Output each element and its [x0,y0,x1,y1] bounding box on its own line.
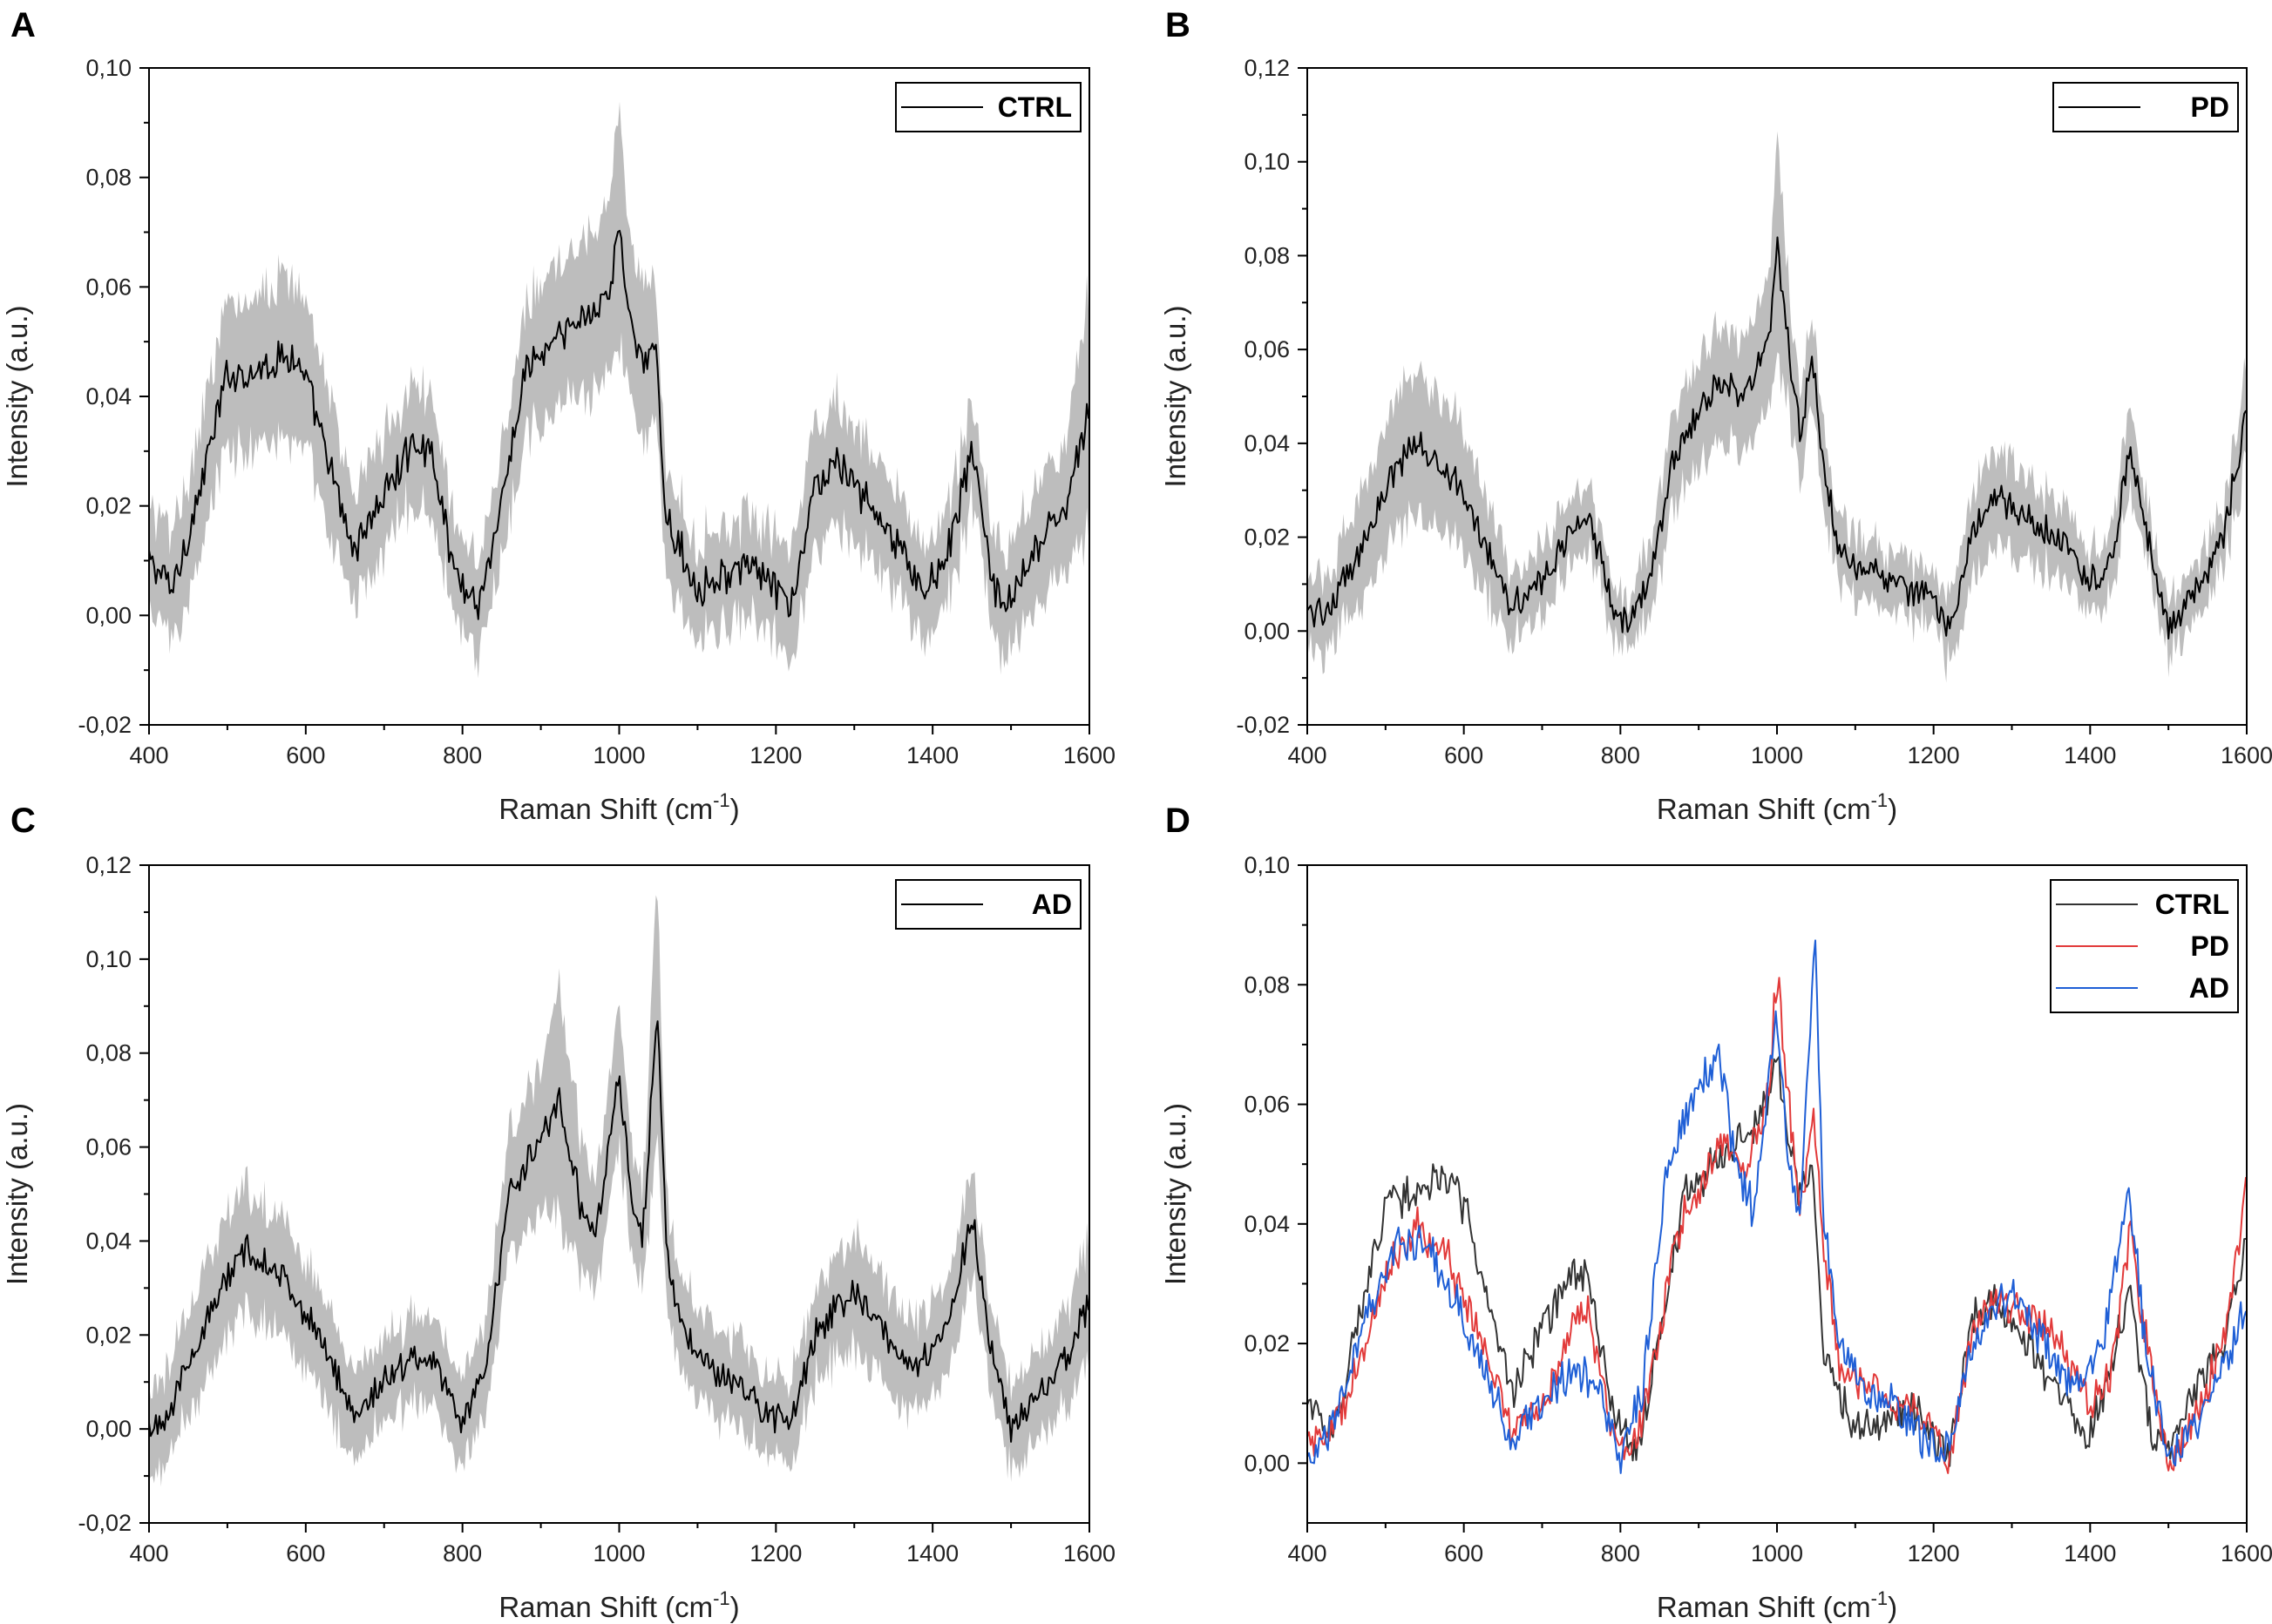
x-tick-label: 1600 [2221,1540,2272,1566]
y-axis-title: Intensity (a.u.) [1,1103,33,1285]
y-tick-label: 0,04 [85,1228,132,1254]
y-tick-label: 0,02 [1244,1330,1290,1357]
y-tick-label: 0,06 [85,274,132,300]
y-tick-label: -0,02 [78,1510,132,1536]
x-tick-label: 1400 [906,1540,959,1566]
std-band-ad [149,895,1089,1487]
x-tick-label: 1200 [749,1540,802,1566]
series-line-pd [1307,977,2247,1474]
y-tick-label: 0,08 [85,1040,132,1066]
series-line-pd [1307,236,2247,639]
y-tick-label: 0,12 [1244,55,1290,81]
x-tick-label: 1600 [1063,742,1116,768]
y-tick-label: 0,00 [85,602,132,628]
y-axis-title: Intensity (a.u.) [1,305,33,487]
y-tick-label: 0,00 [85,1416,132,1442]
y-tick-label: 0,10 [1244,852,1290,878]
legend-label-ctrl: CTRL [998,91,1072,123]
y-tick-label: 0,06 [1244,336,1290,362]
series-line-ctrl [1307,1056,2247,1467]
y-axis-title: Intensity (a.u.) [1159,1103,1191,1285]
x-tick-label: 400 [1287,1540,1326,1566]
y-tick-label: 0,08 [1244,971,1290,998]
panel-c: C 400 600 800 1000 1200 1400 1600 -0,02 0,00 0,02 0… [1,802,1116,1623]
panel-a: A 400 600 800 1000 1200 1400 1600 -0,02 0,00 0,02 0… [1,6,1116,825]
panel-d: D 400 600 800 1000 1200 1400 1600 0,00 0,02 0,04 0,… [1159,802,2272,1623]
legend-label-ctrl: CTRL [2155,889,2229,920]
legend-label-ad: AD [1032,889,1072,920]
y-tick-label: 0,04 [85,383,132,409]
panel-b: B 400 600 800 1000 1200 1400 1600 -0,02 0,00 0,02 0… [1159,6,2272,825]
panel-letter: C [10,802,36,840]
y-tick-label: 0,08 [85,165,132,191]
y-tick-label: 0,02 [1244,524,1290,551]
series-line-ctrl [149,229,1089,620]
legend-label-pd: PD [2191,91,2229,123]
y-tick-label: 0,04 [1244,430,1290,457]
y-tick-label: 0,02 [85,493,132,519]
legend-label-ad: AD [2189,972,2229,1004]
x-tick-label: 1400 [906,742,959,768]
x-tick-label: 1400 [2064,1540,2116,1566]
x-tick-label: 1000 [1751,742,1803,768]
y-tick-label: -0,02 [1236,712,1290,738]
x-tick-label: 1600 [2221,742,2272,768]
y-tick-label: 0,12 [85,852,132,878]
x-tick-label: 800 [443,742,482,768]
plot-area [149,895,1089,1487]
series-line-ad [149,1020,1089,1443]
y-tick-label: 0,04 [1244,1211,1290,1237]
x-tick-label: 600 [1444,742,1483,768]
y-tick-label: 0,08 [1244,242,1290,268]
plot-area [149,101,1089,679]
x-tick-label: 1200 [1908,742,1960,768]
y-tick-label: 0,10 [85,946,132,972]
y-tick-label: 0,00 [1244,618,1290,644]
x-tick-label: 1600 [1063,1540,1116,1566]
x-tick-label: 400 [129,1540,168,1566]
x-axis-title: Raman Shift (cm-1) [498,1587,739,1623]
x-tick-label: 1200 [1908,1540,1960,1566]
panel-letter: B [1165,6,1190,44]
axes-frame [148,864,1090,1524]
x-tick-label: 400 [129,742,168,768]
y-tick-label: 0,02 [85,1322,132,1348]
y-axis-title: Intensity (a.u.) [1159,305,1191,487]
x-tick-label: 800 [1601,1540,1640,1566]
x-tick-label: 1000 [593,742,645,768]
y-tick-label: 0,10 [85,55,132,81]
legend-label-pd: PD [2191,930,2229,962]
plot-area [1307,939,2247,1474]
x-tick-label: 800 [443,1540,482,1566]
series-line-ad [1307,939,2247,1474]
plot-area [1307,131,2247,683]
x-tick-label: 400 [1287,742,1326,768]
x-tick-label: 1400 [2064,742,2116,768]
x-axis-title: Raman Shift (cm-1) [498,789,739,825]
std-band-pd [1307,131,2247,683]
y-tick-label: 0,10 [1244,149,1290,175]
y-tick-label: 0,06 [1244,1092,1290,1118]
x-tick-label: 1000 [1751,1540,1803,1566]
std-band-ctrl [149,101,1089,679]
y-tick-label: 0,00 [1244,1450,1290,1476]
x-axis-title: Raman Shift (cm-1) [1657,1587,1897,1623]
x-axis-title: Raman Shift (cm-1) [1657,789,1897,825]
x-tick-label: 600 [286,1540,325,1566]
x-tick-label: 1000 [593,1540,645,1566]
panel-letter: D [1165,802,1190,840]
x-tick-label: 600 [286,742,325,768]
y-tick-label: 0,06 [85,1134,132,1160]
x-tick-label: 600 [1444,1540,1483,1566]
x-tick-label: 1200 [749,742,802,768]
x-tick-label: 800 [1601,742,1640,768]
panel-letter: A [10,6,36,44]
y-tick-label: -0,02 [78,712,132,738]
